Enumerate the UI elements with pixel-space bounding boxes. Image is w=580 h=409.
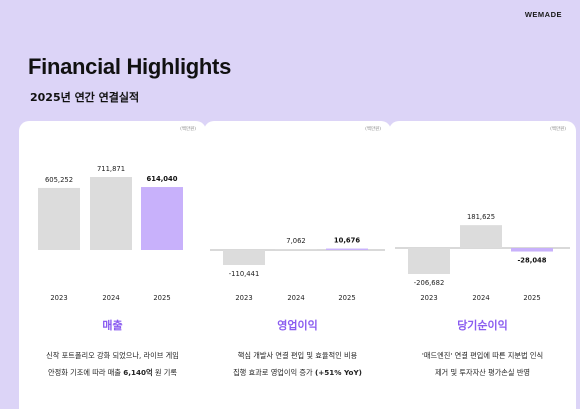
net-income-card: (백만원) -206,682 2023 181,625 2024 -28,048 2025… [389,121,576,409]
bar-2023 [38,187,80,250]
description-line-1: 신작 포트폴리오 강화 되었으나, 라이브 게임 [46,351,179,360]
description-line-2: 안정화 기조에 따라 매출 6,140억 원 기록 [25,364,200,381]
revenue-card: (백만원) 605,252 2023 711,871 2024 614,040 2025 … [19,121,206,409]
data-label: -206,682 [414,279,445,287]
unit-label: (백만원) [550,127,566,132]
description-text: 안정화 기조에 따라 매출 [47,368,124,377]
unit-label: (백만원) [365,127,381,132]
description-text: 집행 효과로 영업이익 증가 [233,368,315,377]
net-income-chart: -206,682 2023 181,625 2024 -28,048 2025 [395,213,570,302]
card-title: 매출 [102,319,123,332]
card-description: '매드엔진' 연결 편입에 따른 지분법 인식 제거 및 투자자산 평가손실 반… [395,347,570,381]
x-tick-label: 2025 [523,294,540,302]
data-label: 605,252 [45,176,73,184]
unit-label: (백만원) [180,127,196,132]
description-line-2: 집행 효과로 영업이익 증가 (+51% YoY) [210,364,385,381]
data-label: -110,441 [229,270,260,278]
x-tick-label: 2023 [235,294,252,302]
bar-2024 [275,249,317,250]
x-tick-label: 2025 [338,294,355,302]
card-title: 당기순이익 [457,319,508,332]
description-text: 제거 및 투자자산 평가손실 반영 [434,368,531,377]
description-line-1: 핵심 개발사 연결 편입 및 효율적인 비용 [237,351,358,360]
x-tick-label: 2024 [102,294,119,302]
x-tick-label: 2025 [153,294,170,302]
bar-2025 [326,248,368,250]
card-description: 신작 포트폴리오 강화 되었으나, 라이브 게임 안정화 기조에 따라 매출 6… [25,347,200,381]
description-highlight: 6,140억 [123,368,153,377]
bar-2023 [408,248,450,274]
bar-2024 [90,177,132,250]
data-label: 181,625 [467,213,495,221]
card-title: 영업이익 [277,319,318,332]
page-title: Financial Highlights [28,54,232,79]
operating-profit-chart: -110,441 2023 7,062 2024 10,676 2025 [210,237,385,302]
bar-2025 [511,248,553,252]
bar-2025 [141,187,183,250]
bar-2024 [460,225,502,248]
x-tick-label: 2024 [472,294,489,302]
bar-2023 [223,250,265,265]
description-text-end: 원 기록 [152,368,178,377]
brand-logo: WEMADE [524,10,562,19]
revenue-chart: 605,252 2023 711,871 2024 614,040 2025 [38,165,183,302]
data-label: 614,040 [147,175,178,183]
operating-profit-card: (백만원) -110,441 2023 7,062 2024 10,676 2025 영업… [204,121,391,409]
data-label: 10,676 [334,237,360,245]
x-tick-label: 2023 [50,294,67,302]
description-highlight: (+51% YoY) [314,368,362,377]
data-label: -28,048 [517,257,546,265]
data-label: 711,871 [97,165,125,173]
description-line-2: 제거 및 투자자산 평가손실 반영 [395,364,570,381]
card-description: 핵심 개발사 연결 편입 및 효율적인 비용 집행 효과로 영업이익 증가 (+… [210,347,385,381]
description-line-1: '매드엔진' 연결 편입에 따른 지분법 인식 [421,351,544,360]
x-tick-label: 2024 [287,294,304,302]
x-tick-label: 2023 [420,294,437,302]
data-label: 7,062 [286,237,305,245]
page-subtitle: 2025년 연간 연결실적 [30,91,140,104]
